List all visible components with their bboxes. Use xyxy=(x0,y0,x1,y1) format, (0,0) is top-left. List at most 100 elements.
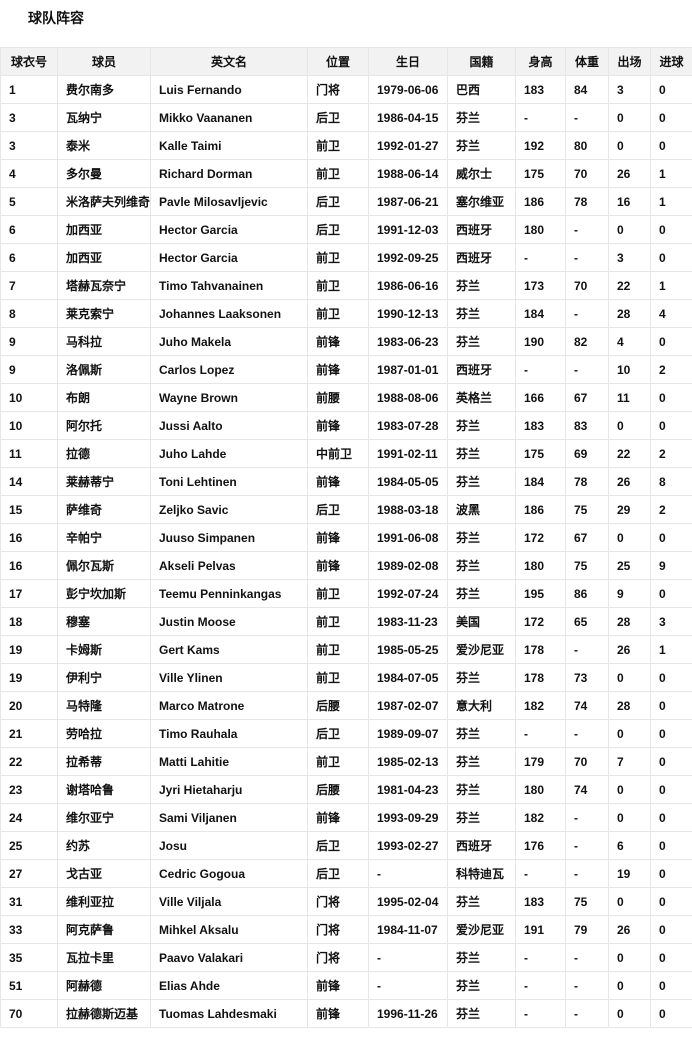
table-cell-col-0: 10 xyxy=(0,411,58,440)
table-cell-col-8: 26 xyxy=(608,467,651,496)
table-cell-col-4: 1984-07-05 xyxy=(368,663,448,692)
table-cell-col-9: 4 xyxy=(650,299,692,328)
table-row: 4 多尔曼 Richard Dorman 前卫 1988-06-14 威尔士 175 70 26… xyxy=(0,159,692,188)
table-cell-col-4: 1987-02-07 xyxy=(368,691,448,720)
table-cell-col-4: - xyxy=(368,859,448,888)
table-cell-col-1: 萨维奇 xyxy=(57,495,151,524)
table-cell-col-2: Matti Lahitie xyxy=(150,747,308,776)
table-cell-col-3: 后卫 xyxy=(307,495,369,524)
table-cell-col-1: 卡姆斯 xyxy=(57,635,151,664)
table-cell-col-7: - xyxy=(565,635,609,664)
table-cell-col-3: 前锋 xyxy=(307,999,369,1028)
table-cell-col-6: 166 xyxy=(515,383,566,412)
table-cell-col-4: 1979-06-06 xyxy=(368,75,448,104)
table-cell-col-3: 前锋 xyxy=(307,467,369,496)
table-cell-col-7: - xyxy=(565,243,609,272)
table-cell-col-5: 芬兰 xyxy=(447,971,516,1000)
table-cell-col-2: Hector Garcia xyxy=(150,215,308,244)
table-cell-col-2: Toni Lehtinen xyxy=(150,467,308,496)
table-cell-col-6: 186 xyxy=(515,495,566,524)
table-cell-col-7: 78 xyxy=(565,467,609,496)
table-cell-col-9: 0 xyxy=(650,747,692,776)
table-row: 35 瓦拉卡里 Paavo Valakari 门将 - 芬兰 - -0 0 xyxy=(0,943,692,972)
table-cell-col-0: 19 xyxy=(0,663,58,692)
table-cell-col-8: 10 xyxy=(608,355,651,384)
table-cell-col-9: 0 xyxy=(650,915,692,944)
table-cell-col-6: 176 xyxy=(515,831,566,860)
table-cell-col-3: 前卫 xyxy=(307,159,369,188)
table-cell-col-5: 芬兰 xyxy=(447,439,516,468)
table-row: 23 谢塔哈鲁 Jyri Hietaharju 后腰 1981-04-23 芬兰 180 74… xyxy=(0,775,692,804)
page-title: 球队阵容 xyxy=(28,10,84,26)
table-cell-col-4: 1993-09-29 xyxy=(368,803,448,832)
table-row: 1 费尔南多 Luis Fernando 门将 1979-06-06 巴西 183 84 3 0 xyxy=(0,75,692,104)
table-cell-col-2: Luis Fernando xyxy=(150,75,308,104)
table-cell-col-5: 科特迪瓦 xyxy=(447,859,516,888)
table-cell-col-8: 0 xyxy=(608,887,651,916)
table-cell-col-1: 维尔亚宁 xyxy=(57,803,151,832)
table-cell-col-4: 1987-01-01 xyxy=(368,355,448,384)
table-row: 31 维利亚拉 Ville Viljala 门将 1995-02-04 芬兰 183 75 0 0 xyxy=(0,887,692,916)
table-cell-col-5: 芬兰 xyxy=(447,523,516,552)
table-cell-col-3: 前卫 xyxy=(307,271,369,300)
table-cell-col-8: 0 xyxy=(608,103,651,132)
table-cell-col-9: 0 xyxy=(650,215,692,244)
table-cell-col-0: 51 xyxy=(0,971,58,1000)
table-row: 17 彭宁坎加斯 Teemu Penninkangas 前卫 1992-07-24 芬兰 1… xyxy=(0,579,692,608)
table-cell-col-0: 11 xyxy=(0,439,58,468)
table-cell-col-3: 门将 xyxy=(307,887,369,916)
table-cell-col-0: 23 xyxy=(0,775,58,804)
table-cell-col-1: 阿克萨鲁 xyxy=(57,915,151,944)
table-cell-col-1: 佩尔瓦斯 xyxy=(57,551,151,580)
table-cell-col-4: 1987-06-21 xyxy=(368,187,448,216)
table-cell-col-9: 0 xyxy=(650,103,692,132)
table-cell-col-4: 1992-01-27 xyxy=(368,131,448,160)
table-cell-col-3: 前锋 xyxy=(307,523,369,552)
table-row: 16 佩尔瓦斯 Akseli Pelvas 前锋 1989-02-08 芬兰 180 75 25… xyxy=(0,551,692,580)
column-header-5: 国籍 xyxy=(447,47,516,76)
table-cell-col-5: 波黑 xyxy=(447,495,516,524)
table-row: 25 约苏 Josu 后卫 1993-02-27 西班牙 176-6 0 xyxy=(0,831,692,860)
table-cell-col-8: 3 xyxy=(608,75,651,104)
table-cell-col-5: 芬兰 xyxy=(447,131,516,160)
table-cell-col-8: 0 xyxy=(608,999,651,1028)
table-cell-col-2: Marco Matrone xyxy=(150,691,308,720)
table-cell-col-7: 67 xyxy=(565,383,609,412)
table-cell-col-7: - xyxy=(565,971,609,1000)
table-cell-col-0: 15 xyxy=(0,495,58,524)
table-cell-col-5: 西班牙 xyxy=(447,831,516,860)
table-cell-col-0: 33 xyxy=(0,915,58,944)
table-cell-col-6: - xyxy=(515,719,566,748)
table-cell-col-5: 芬兰 xyxy=(447,775,516,804)
table-cell-col-4: 1996-11-26 xyxy=(368,999,448,1028)
table-row: 16 辛帕宁 Juuso Simpanen 前锋 1991-06-08 芬兰 172 67 0 0 xyxy=(0,523,692,552)
roster-table-body: 1 费尔南多 Luis Fernando 门将 1979-06-06 巴西 183 84 3 0 3… xyxy=(0,75,692,1028)
table-cell-col-6: 191 xyxy=(515,915,566,944)
table-cell-col-6: 183 xyxy=(515,887,566,916)
table-cell-col-8: 19 xyxy=(608,859,651,888)
table-cell-col-0: 16 xyxy=(0,551,58,580)
header-row: 球衣号 球员 英文名 位置 生日 国籍 身高 体重 出场 进球 xyxy=(0,47,692,76)
table-cell-col-1: 谢塔哈鲁 xyxy=(57,775,151,804)
table-cell-col-6: - xyxy=(515,243,566,272)
table-cell-col-3: 门将 xyxy=(307,75,369,104)
table-cell-col-0: 8 xyxy=(0,299,58,328)
table-cell-col-1: 马特隆 xyxy=(57,691,151,720)
table-cell-col-9: 0 xyxy=(650,859,692,888)
table-cell-col-7: 78 xyxy=(565,187,609,216)
table-cell-col-2: Hector Garcia xyxy=(150,243,308,272)
table-cell-col-9: 1 xyxy=(650,271,692,300)
table-cell-col-4: 1985-05-25 xyxy=(368,635,448,664)
table-cell-col-6: 180 xyxy=(515,551,566,580)
table-row: 9 洛佩斯 Carlos Lopez 前锋 1987-01-01 西班牙 - -10 2 xyxy=(0,355,692,384)
table-cell-col-4: 1984-05-05 xyxy=(368,467,448,496)
table-cell-col-9: 0 xyxy=(650,803,692,832)
table-cell-col-8: 26 xyxy=(608,915,651,944)
table-cell-col-9: 0 xyxy=(650,719,692,748)
table-cell-col-6: 190 xyxy=(515,327,566,356)
table-cell-col-8: 0 xyxy=(608,803,651,832)
table-cell-col-3: 前锋 xyxy=(307,327,369,356)
table-cell-col-2: Mihkel Aksalu xyxy=(150,915,308,944)
table-cell-col-7: - xyxy=(565,831,609,860)
column-header-7: 体重 xyxy=(565,47,609,76)
